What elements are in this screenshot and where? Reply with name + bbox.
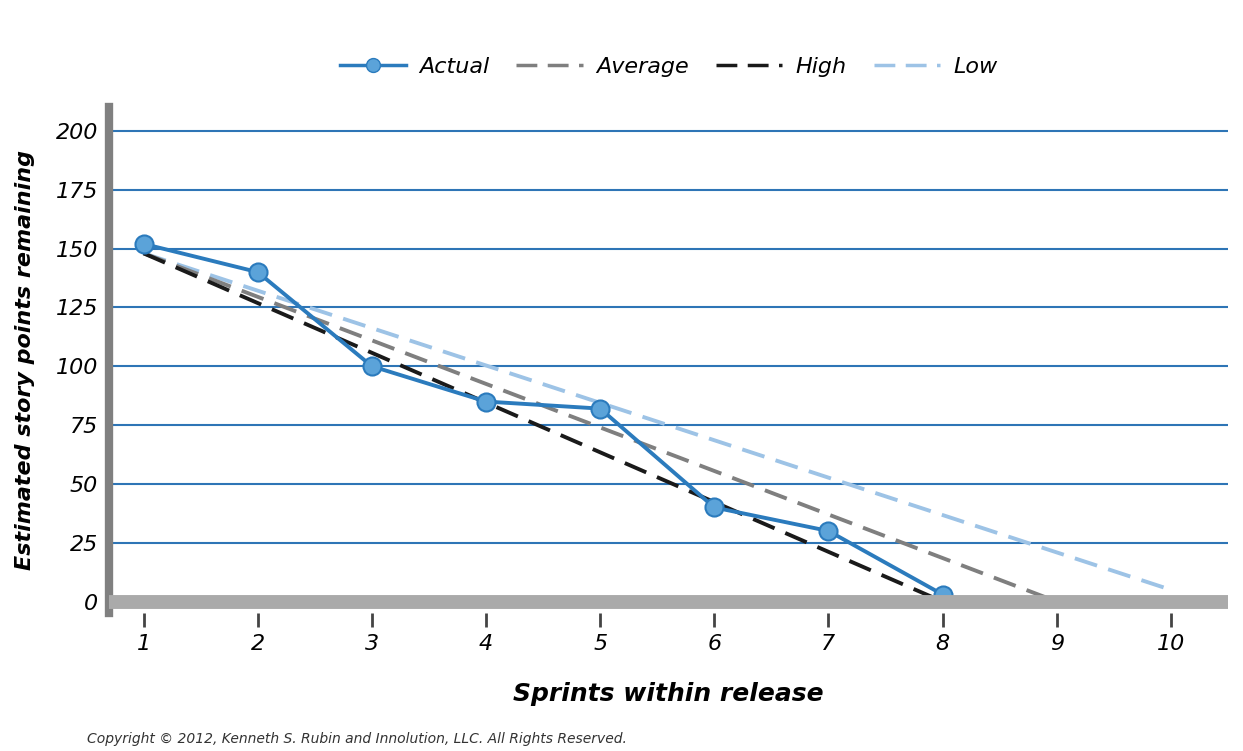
Y-axis label: Estimated story points remaining: Estimated story points remaining (15, 150, 35, 570)
Legend: Actual, Average, High, Low: Actual, Average, High, Low (331, 47, 1007, 86)
X-axis label: Sprints within release: Sprints within release (513, 682, 824, 706)
Text: Copyright © 2012, Kenneth S. Rubin and Innolution, LLC. All Rights Reserved.: Copyright © 2012, Kenneth S. Rubin and I… (87, 732, 626, 746)
